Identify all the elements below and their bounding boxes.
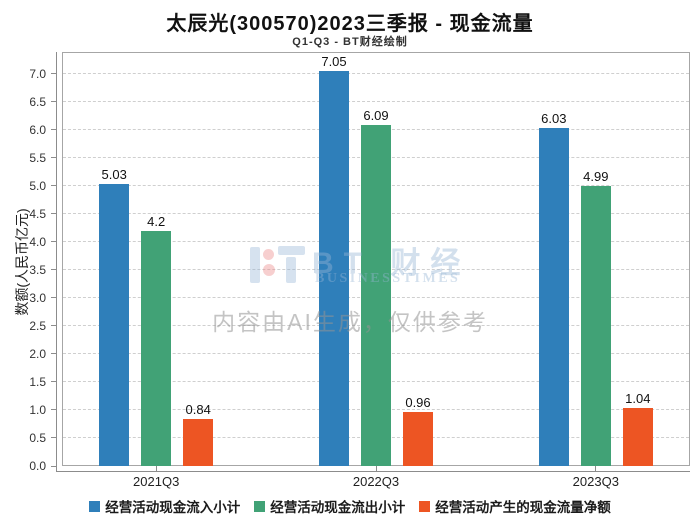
y-tick-label: 5.5 — [29, 150, 46, 165]
x-axis-line — [56, 471, 690, 472]
y-axis-tick — [51, 437, 56, 439]
y-axis-tick — [51, 101, 56, 103]
y-axis-tick — [51, 73, 56, 75]
y-axis-tick — [51, 241, 56, 243]
legend-marker-icon — [419, 500, 431, 512]
legend-item: 经营活动产生的现金流量净额 — [419, 496, 611, 516]
chart-title: 太辰光(300570)2023三季报 - 现金流量 — [166, 13, 534, 35]
y-axis-tick — [51, 129, 56, 131]
gridline — [63, 73, 689, 75]
y-tick-label: 0.5 — [29, 430, 46, 445]
bar-value-label: 0.96 — [405, 395, 431, 411]
legend-item: 经营活动现金流出小计 — [254, 496, 405, 516]
y-axis-tick — [51, 213, 56, 215]
legend-label: 经营活动现金流入小计 — [105, 500, 241, 515]
y-tick-label: 2.5 — [29, 318, 46, 333]
x-axis-tick — [375, 466, 377, 471]
legend-marker-icon — [89, 500, 101, 512]
y-tick-label: 6.0 — [29, 122, 46, 137]
x-tick-label: 2023Q3 — [572, 474, 619, 489]
bar-经营活动产生的现金流量净额-2023Q3 — [622, 407, 653, 466]
legend-item: 经营活动现金流入小计 — [89, 496, 240, 516]
bar-经营活动现金流入小计-2022Q3 — [319, 70, 349, 466]
y-axis-tick — [51, 185, 56, 187]
y-axis-tick — [51, 157, 56, 159]
x-tick-label: 2021Q3 — [133, 474, 180, 489]
y-axis-tick — [51, 325, 56, 327]
x-axis-tick — [595, 466, 597, 471]
bar-经营活动现金流出小计-2022Q3 — [361, 124, 391, 466]
bar-value-label: 6.03 — [541, 110, 567, 126]
bar-value-label: 7.05 — [321, 53, 347, 69]
legend-marker-icon — [254, 500, 266, 512]
bar-经营活动产生的现金流量净额-2021Q3 — [183, 418, 214, 466]
bar-value-label: 1.04 — [625, 390, 651, 406]
y-tick-label: 7.0 — [29, 66, 46, 81]
bar-经营活动现金流入小计-2023Q3 — [538, 127, 569, 466]
y-tick-label: 6.5 — [29, 94, 46, 109]
y-tick-label: 5.0 — [29, 178, 46, 193]
bar-经营活动产生的现金流量净额-2022Q3 — [403, 412, 433, 466]
y-tick-label: 1.0 — [29, 402, 46, 417]
y-axis-tick — [51, 269, 56, 271]
bar-经营活动现金流入小计-2021Q3 — [99, 184, 130, 466]
y-axis-line — [56, 52, 57, 471]
y-tick-label: 3.5 — [29, 262, 46, 277]
x-tick-label: 2022Q3 — [352, 474, 400, 489]
y-tick-label: 2.0 — [29, 346, 46, 361]
bar-经营活动现金流出小计-2023Q3 — [580, 186, 611, 466]
legend-label: 经营活动产生的现金流量净额 — [435, 500, 611, 515]
y-tick-label: 4.5 — [29, 206, 46, 221]
y-tick-label: 0.0 — [29, 459, 46, 473]
chart-subtitle: Q1-Q3 - BT财经绘制 — [292, 36, 408, 48]
y-axis-tick — [51, 465, 56, 467]
bar-value-label: 5.03 — [101, 167, 127, 183]
legend-label: 经营活动现金流出小计 — [270, 500, 406, 515]
y-tick-label: 4.0 — [29, 234, 46, 249]
y-tick-label: 1.5 — [29, 374, 46, 389]
y-axis-tick — [51, 381, 56, 383]
y-tick-label: 3.0 — [29, 290, 46, 305]
legend: 经营活动现金流入小计 经营活动现金流出小计 经营活动产生的现金流量净额 — [0, 496, 700, 516]
y-axis-tick — [51, 409, 56, 411]
gridline — [63, 101, 689, 103]
y-axis-tick — [51, 297, 56, 299]
bar-value-label: 4.2 — [147, 213, 166, 229]
bar-value-label: 6.09 — [363, 107, 389, 123]
x-axis-tick — [155, 466, 157, 471]
y-axis-title: 数额(人民币亿元) — [14, 208, 30, 316]
bar-value-label: 4.99 — [583, 169, 609, 185]
bar-value-label: 0.84 — [185, 401, 211, 417]
bar-经营活动现金流出小计-2021Q3 — [141, 230, 172, 466]
y-axis-tick — [51, 353, 56, 355]
